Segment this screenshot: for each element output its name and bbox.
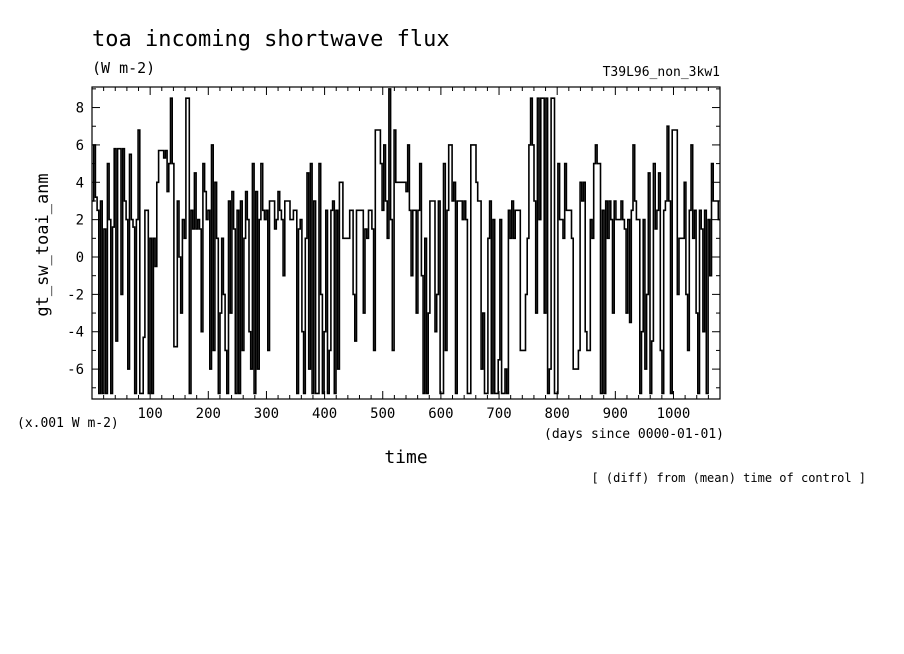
x-tick-label: 200 — [196, 406, 221, 422]
y-scale-label: (x.001 W m-2) — [17, 416, 119, 431]
run-label: T39L96_non_3kw1 — [603, 65, 720, 80]
series-layer — [92, 88, 720, 395]
y-axis-label: gt_sw_toai_anm — [33, 173, 53, 316]
x-axis-label: time — [384, 447, 427, 468]
y-tick-label: -4 — [67, 325, 84, 341]
x-tick-label: 800 — [545, 406, 570, 422]
x-tick-label: 900 — [603, 406, 628, 422]
y-tick-label: 8 — [76, 101, 84, 117]
chart-title: toa incoming shortwave flux — [92, 27, 450, 52]
footnote: [ (diff) from (mean) time of control ] — [591, 471, 866, 485]
x-tick-label: 300 — [254, 406, 279, 422]
units-label: (W m-2) — [92, 59, 155, 77]
y-tick-label: 4 — [76, 175, 84, 191]
x-units-label: (days since 0000-01-01) — [544, 427, 724, 442]
y-tick-label: 6 — [76, 138, 84, 154]
series-line — [92, 88, 720, 395]
x-tick-label: 700 — [486, 406, 511, 422]
axis-ticks: 100 200 300 400 500 600 700 800 900 1000 -6 -4 -2 0 2 4… — [67, 87, 720, 422]
x-tick-label: 400 — [312, 406, 337, 422]
y-tick-label: -6 — [67, 362, 84, 378]
y-tick-label: 2 — [76, 213, 84, 229]
y-tick-label: -2 — [67, 287, 84, 303]
x-tick-label: 1000 — [657, 406, 691, 422]
x-tick-label: 100 — [137, 406, 162, 422]
x-tick-label: 600 — [428, 406, 453, 422]
y-tick-label: 0 — [76, 250, 84, 266]
x-tick-label: 500 — [370, 406, 395, 422]
